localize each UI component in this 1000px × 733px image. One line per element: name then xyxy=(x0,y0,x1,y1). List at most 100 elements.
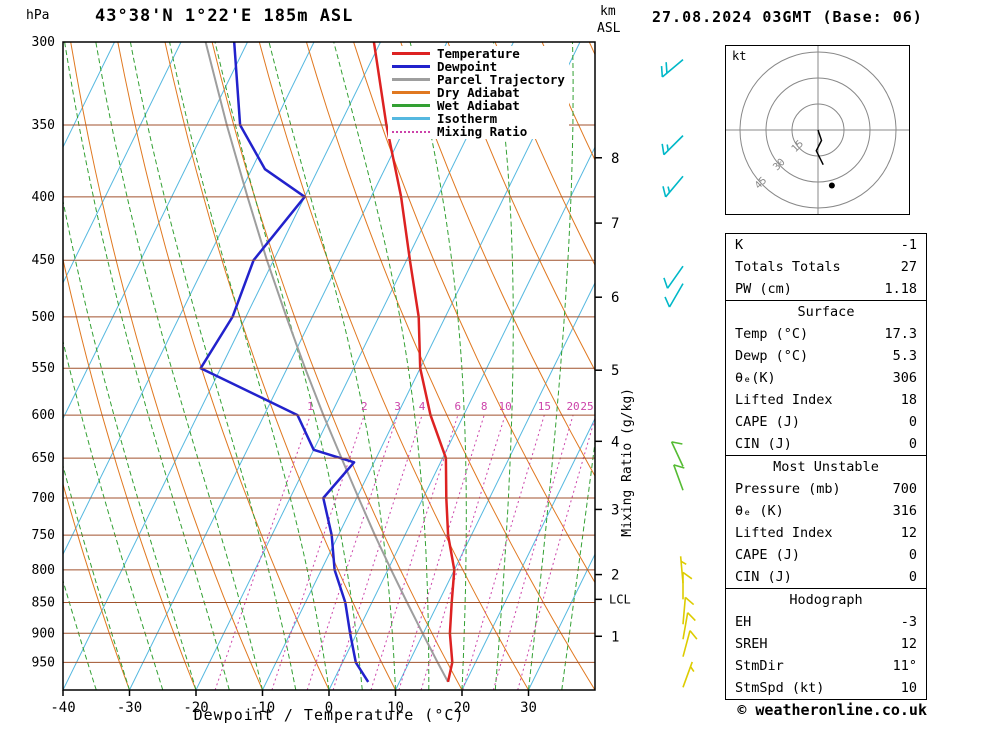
table-row: CAPE (J) 0 xyxy=(726,544,926,566)
table-row: Lifted Index 18 xyxy=(726,389,926,411)
svg-text:750: 750 xyxy=(32,528,55,543)
svg-text:450: 450 xyxy=(32,253,55,268)
pressure-unit-label: hPa xyxy=(26,8,50,23)
stat-label: Pressure (mb) xyxy=(735,481,841,497)
stat-value: 306 xyxy=(892,370,917,386)
stat-label: EH xyxy=(735,614,752,630)
svg-text:950: 950 xyxy=(32,655,55,670)
svg-text:30: 30 xyxy=(520,700,537,716)
stat-value: 12 xyxy=(900,636,917,652)
svg-text:-10: -10 xyxy=(250,700,275,716)
surface-table-title: Surface xyxy=(797,304,855,320)
stat-label: Lifted Index xyxy=(735,525,833,541)
stat-value: 0 xyxy=(908,547,917,563)
svg-text:LCL: LCL xyxy=(609,592,631,606)
svg-text:2: 2 xyxy=(611,568,619,584)
dewpoint-line-swatch xyxy=(392,65,430,68)
svg-text:400: 400 xyxy=(32,190,55,205)
parcel-line-swatch xyxy=(392,78,430,81)
svg-text:-40: -40 xyxy=(50,700,75,716)
altitude-unit-asl: ASL xyxy=(597,21,621,36)
stat-label: Temp (°C) xyxy=(735,326,809,342)
most-unstable-table-title: Most Unstable xyxy=(773,459,879,475)
indices-table: K -1 Totals Totals 27 PW (cm) 1.18 xyxy=(725,233,927,301)
wet-adiabat-line-swatch xyxy=(392,104,430,107)
stat-value: -1 xyxy=(900,237,917,253)
stat-value: 27 xyxy=(900,259,917,275)
stat-label: CIN (J) xyxy=(735,436,792,452)
stat-value: 11° xyxy=(892,658,917,674)
legend-item-parcel: Parcel Trajectory xyxy=(392,72,565,87)
svg-text:20: 20 xyxy=(566,400,579,413)
table-row: Totals Totals 27 xyxy=(726,256,926,278)
table-row: SREH 12 xyxy=(726,633,926,655)
svg-text:4: 4 xyxy=(611,434,619,450)
table-row: CIN (J) 0 xyxy=(726,433,926,455)
svg-text:500: 500 xyxy=(32,310,55,325)
stat-value: 700 xyxy=(892,481,917,497)
datetime-label: 27.08.2024 03GMT (Base: 06) xyxy=(652,8,923,26)
table-row: Temp (°C) 17.3 xyxy=(726,323,926,345)
legend-item-dry-adiabat: Dry Adiabat xyxy=(392,85,565,100)
table-row: θₑ(K) 306 xyxy=(726,367,926,389)
stat-label: CAPE (J) xyxy=(735,414,801,430)
table-row: PW (cm) 1.18 xyxy=(726,278,926,300)
svg-text:700: 700 xyxy=(32,491,55,506)
legend-label: Mixing Ratio xyxy=(437,124,528,139)
table-row: CAPE (J) 0 xyxy=(726,411,926,433)
table-row: StmDir 11° xyxy=(726,655,926,677)
svg-text:900: 900 xyxy=(32,626,55,641)
stat-value: 12 xyxy=(900,525,917,541)
svg-text:15: 15 xyxy=(790,138,806,154)
stat-label: Dewp (°C) xyxy=(735,348,809,364)
table-row: EH -3 xyxy=(726,611,926,633)
most-unstable-table: Most Unstable Pressure (mb) 700 θₑ (K) 316… xyxy=(725,455,927,589)
svg-text:600: 600 xyxy=(32,408,55,423)
svg-text:800: 800 xyxy=(32,563,55,578)
svg-text:5: 5 xyxy=(611,363,619,379)
svg-text:3: 3 xyxy=(611,502,619,518)
stat-label: Lifted Index xyxy=(735,392,833,408)
svg-text:6: 6 xyxy=(455,400,462,413)
stat-value: 1.18 xyxy=(884,281,917,297)
table-row: θₑ (K) 316 xyxy=(726,500,926,522)
stat-value: 10 xyxy=(900,680,917,696)
svg-text:1: 1 xyxy=(611,629,619,645)
legend-label: Parcel Trajectory xyxy=(437,72,565,87)
svg-text:3: 3 xyxy=(394,400,401,413)
svg-text:10: 10 xyxy=(387,700,404,716)
legend-label: Dewpoint xyxy=(437,59,498,74)
stat-value: 0 xyxy=(908,436,917,452)
stat-label: CIN (J) xyxy=(735,569,792,585)
table-row: Pressure (mb) 700 xyxy=(726,478,926,500)
svg-text:8: 8 xyxy=(481,400,488,413)
stat-value: 0 xyxy=(908,569,917,585)
stat-value: 5.3 xyxy=(892,348,917,364)
stat-value: 18 xyxy=(900,392,917,408)
stat-label: CAPE (J) xyxy=(735,547,801,563)
dry-adiabat-line-swatch xyxy=(392,91,430,94)
stat-label: StmSpd (kt) xyxy=(735,680,825,696)
table-row: Lifted Index 12 xyxy=(726,522,926,544)
mixing-ratio-axis-label: Mixing Ratio (g/kg) xyxy=(620,388,635,537)
legend-item-isotherm: Isotherm xyxy=(392,111,565,126)
table-row: K -1 xyxy=(726,234,926,256)
hodograph-table-title: Hodograph xyxy=(789,592,863,608)
svg-text:25: 25 xyxy=(580,400,593,413)
stat-label: K xyxy=(735,237,744,253)
x-axis-label: Dewpoint / Temperature (°C) xyxy=(193,706,465,724)
legend-label: Temperature xyxy=(437,46,520,61)
legend-label: Isotherm xyxy=(437,111,498,126)
page-title: 43°38'N 1°22'E 185m ASL xyxy=(95,6,354,26)
legend-item-temperature: Temperature xyxy=(392,46,565,61)
svg-text:2: 2 xyxy=(361,400,368,413)
svg-text:0: 0 xyxy=(325,700,333,716)
svg-text:4: 4 xyxy=(419,400,426,413)
svg-text:6: 6 xyxy=(611,290,619,306)
stat-label: θₑ(K) xyxy=(735,370,776,386)
legend-item-mixing-ratio: Mixing Ratio xyxy=(392,124,565,139)
svg-text:20: 20 xyxy=(454,700,471,716)
svg-text:850: 850 xyxy=(32,596,55,611)
